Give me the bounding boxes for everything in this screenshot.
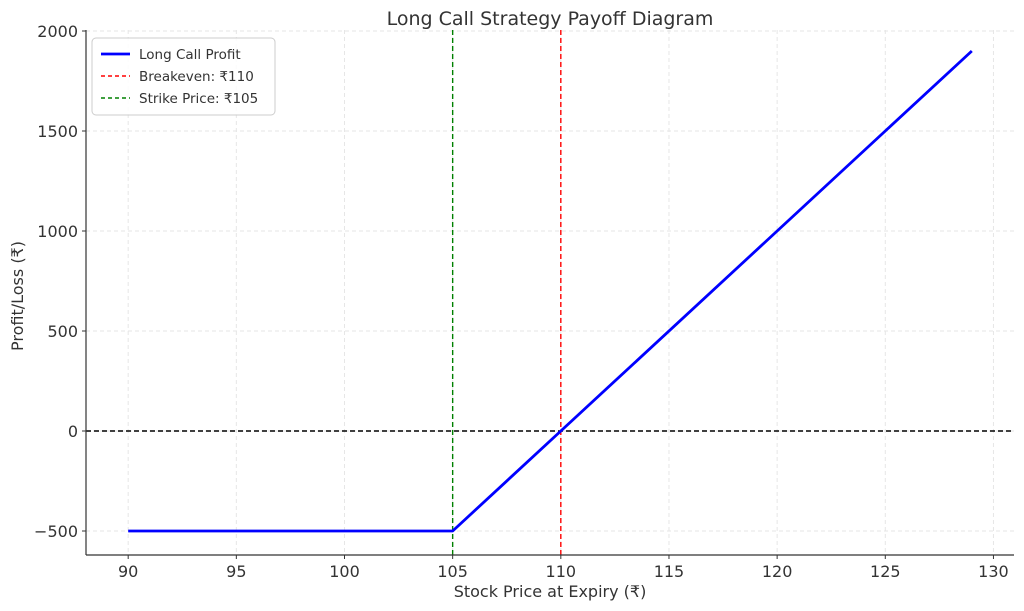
x-tick-label: 125 — [870, 562, 901, 581]
legend: Long Call Profit Breakeven: ₹110 Strike Pr… — [91, 37, 276, 116]
y-axis-label: Profit/Loss (₹) — [8, 241, 27, 351]
legend-label: Breakeven: ₹110 — [139, 69, 254, 85]
chart-title: Long Call Strategy Payoff Diagram — [387, 8, 714, 30]
x-tick-label: 90 — [118, 562, 138, 581]
y-tick-label: 0 — [68, 422, 78, 441]
x-tick-label: 130 — [978, 562, 1009, 581]
x-tick-label: 110 — [546, 562, 577, 581]
x-axis-label: Stock Price at Expiry (₹) — [454, 582, 647, 601]
legend-box — [91, 37, 276, 116]
x-tick-label: 95 — [226, 562, 246, 581]
axes — [85, 30, 1014, 556]
x-tick-label: 105 — [437, 562, 468, 581]
y-tick-label: 500 — [47, 322, 78, 341]
y-tick-label: 1000 — [37, 222, 78, 241]
y-axis-ticks: −500 0 500 1000 1500 2000 — [34, 22, 86, 541]
x-tick-label: 120 — [762, 562, 793, 581]
x-axis-ticks: 90 95 100 105 110 115 120 125 130 — [118, 555, 1009, 581]
x-tick-label: 100 — [329, 562, 360, 581]
reference-lines — [86, 30, 1014, 555]
legend-label: Long Call Profit — [139, 47, 241, 63]
x-tick-label: 115 — [654, 562, 685, 581]
series-line — [128, 49, 973, 533]
y-tick-label: 1500 — [37, 122, 78, 141]
series-lines — [128, 49, 973, 533]
y-tick-label: 2000 — [37, 22, 78, 41]
legend-label: Strike Price: ₹105 — [139, 91, 258, 107]
y-tick-label: −500 — [34, 522, 78, 541]
